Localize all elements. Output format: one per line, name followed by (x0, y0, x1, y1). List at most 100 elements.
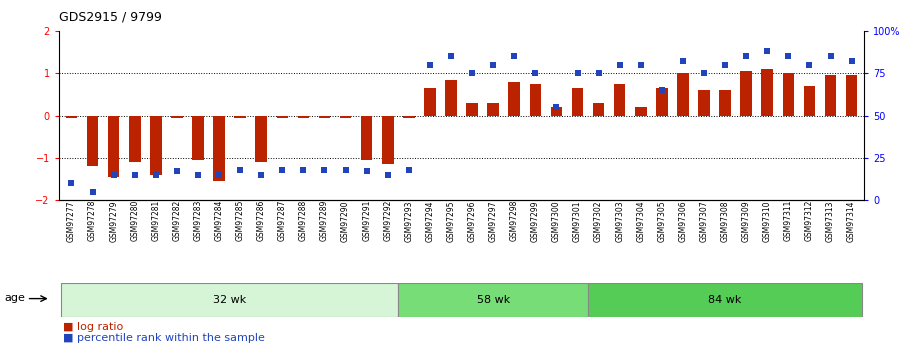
Text: GSM97303: GSM97303 (615, 200, 624, 242)
Bar (298, 116, 310, 118)
Point (760, 49, 775, 54)
Point (64, 180, 79, 186)
Point (296, 167, 310, 172)
Point (233, 167, 247, 172)
Point (613, 62, 627, 68)
Bar (192, 116, 204, 160)
Point (443, 54, 458, 59)
Bar (234, 116, 246, 118)
Bar (424, 88, 435, 116)
Point (148, 172, 163, 177)
Bar (783, 73, 795, 116)
Bar (593, 103, 605, 116)
Text: 84 wk: 84 wk (709, 295, 742, 305)
Bar (150, 116, 162, 175)
Text: GSM97312: GSM97312 (805, 200, 814, 242)
Bar (550, 107, 562, 116)
Text: GSM97281: GSM97281 (151, 200, 160, 242)
Text: ■ percentile rank within the sample: ■ percentile rank within the sample (63, 333, 265, 343)
Text: GSM97289: GSM97289 (320, 200, 329, 242)
Bar (319, 116, 330, 118)
Bar (382, 116, 394, 164)
Text: GSM97285: GSM97285 (235, 200, 244, 242)
Point (254, 172, 269, 177)
Text: GSM97295: GSM97295 (446, 200, 455, 242)
Bar (398, 283, 588, 317)
Point (338, 167, 353, 172)
Text: 58 wk: 58 wk (477, 295, 510, 305)
Bar (87, 116, 99, 166)
Point (191, 172, 205, 177)
Point (423, 62, 437, 68)
Text: GSM97310: GSM97310 (763, 200, 772, 242)
Point (802, 62, 816, 68)
Point (654, 87, 669, 93)
Bar (699, 90, 710, 116)
Point (359, 169, 374, 174)
Bar (846, 76, 857, 116)
Point (718, 62, 732, 68)
Text: GSM97307: GSM97307 (700, 200, 709, 242)
Text: GSM97287: GSM97287 (278, 200, 287, 242)
Text: GSM97294: GSM97294 (425, 200, 434, 242)
Bar (339, 116, 351, 118)
Point (529, 71, 543, 76)
Text: GSM97291: GSM97291 (362, 200, 371, 242)
Text: GSM97280: GSM97280 (130, 200, 139, 242)
Bar (572, 88, 584, 116)
Point (676, 59, 691, 64)
Text: GSM97292: GSM97292 (383, 200, 392, 242)
Point (85, 189, 100, 194)
Text: GSM97304: GSM97304 (636, 200, 645, 242)
Text: GSM97305: GSM97305 (657, 200, 666, 242)
Bar (277, 116, 288, 118)
Point (591, 71, 605, 76)
Bar (488, 103, 499, 116)
Bar (761, 69, 773, 116)
Point (781, 54, 795, 59)
Point (380, 172, 395, 177)
Text: ■ log ratio: ■ log ratio (63, 322, 124, 332)
Text: GSM97306: GSM97306 (679, 200, 688, 242)
Bar (403, 116, 414, 118)
Bar (214, 116, 224, 181)
Point (402, 167, 416, 172)
Point (128, 172, 142, 177)
Text: GSM97283: GSM97283 (194, 200, 203, 242)
Text: GSM97282: GSM97282 (172, 200, 181, 242)
Text: 32 wk: 32 wk (213, 295, 246, 305)
Text: GSM97301: GSM97301 (573, 200, 582, 242)
Text: GSM97308: GSM97308 (720, 200, 729, 242)
Bar (171, 116, 183, 118)
Text: GSM97311: GSM97311 (784, 200, 793, 242)
Point (634, 62, 648, 68)
Point (697, 71, 711, 76)
Bar (719, 90, 731, 116)
Point (169, 169, 184, 174)
Point (486, 62, 500, 68)
Text: age: age (5, 294, 25, 303)
Bar (445, 80, 457, 116)
Bar (656, 88, 668, 116)
Bar (635, 107, 646, 116)
Point (318, 167, 332, 172)
Bar (255, 116, 267, 162)
Bar (61, 283, 398, 317)
Text: GSM97279: GSM97279 (110, 200, 119, 242)
Text: GSM97278: GSM97278 (88, 200, 97, 242)
Bar (509, 82, 520, 116)
Bar (614, 84, 625, 116)
Point (844, 59, 859, 64)
Point (465, 71, 480, 76)
Bar (529, 84, 541, 116)
Bar (108, 116, 119, 177)
Text: GSM97313: GSM97313 (826, 200, 835, 242)
Bar (824, 76, 836, 116)
Bar (804, 86, 815, 116)
Text: GSM97309: GSM97309 (742, 200, 751, 242)
Bar (588, 283, 862, 317)
Text: GSM97298: GSM97298 (510, 200, 519, 242)
Point (507, 54, 521, 59)
Text: GSM97286: GSM97286 (257, 200, 266, 242)
Point (275, 167, 290, 172)
